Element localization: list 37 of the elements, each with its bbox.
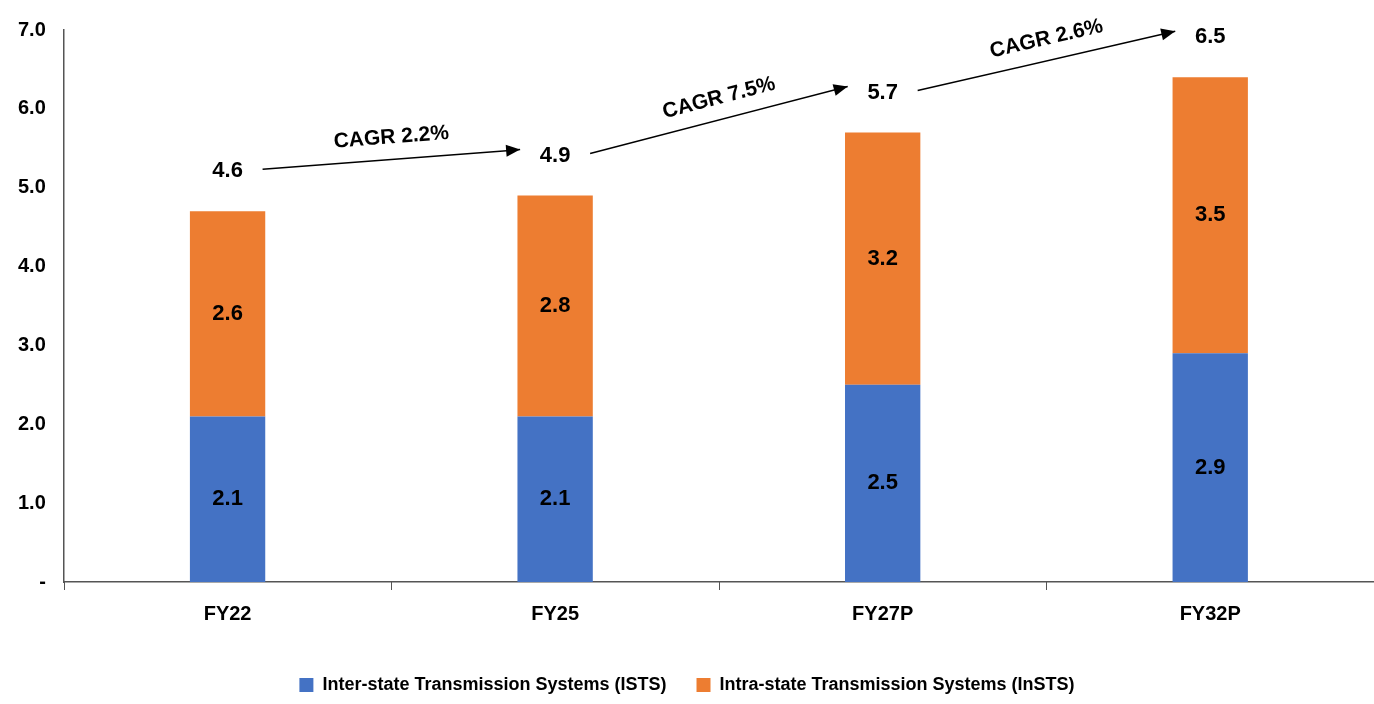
x-tick-label: FY25 [531, 601, 580, 624]
total-label: 5.7 [867, 78, 898, 104]
total-label: 6.5 [1194, 23, 1226, 49]
legend-label: Inter-state Transmission Systems (ISTS) [322, 673, 667, 694]
x-tick-label: FY32P [1179, 601, 1241, 624]
annotation: CAGR 2.6% [987, 13, 1106, 62]
y-tick-label: 5.0 [17, 175, 46, 198]
annotation: CAGR 2.2% [332, 119, 450, 152]
data-label: 2.1 [539, 485, 571, 511]
x-tick-label: FY22 [203, 601, 252, 624]
annotation: CAGR 7.5% [659, 70, 778, 123]
y-tick-label: - [39, 569, 46, 592]
bar [189, 416, 266, 582]
y-tick-label: 6.0 [17, 96, 46, 119]
bar [517, 416, 593, 582]
y-tick-label: 2.0 [17, 411, 46, 434]
bar [845, 384, 921, 582]
data-label: 2.8 [539, 292, 571, 318]
data-label: 2.5 [867, 469, 898, 495]
bar [517, 195, 593, 417]
total-label: 4.6 [212, 157, 243, 183]
bar [1172, 77, 1248, 354]
total-label: 4.9 [539, 141, 571, 167]
bar [1172, 353, 1248, 582]
x-tick-label: FY27P [852, 601, 914, 624]
y-tick-label: 7.0 [17, 17, 46, 40]
data-label: 3.5 [1194, 201, 1226, 227]
y-tick-label: 1.0 [17, 490, 46, 513]
data-label: 3.2 [867, 244, 898, 270]
bar [845, 132, 921, 385]
legend-label: Intra-state Transmission Systems (InSTS) [719, 673, 1075, 694]
bar [189, 211, 266, 417]
y-tick-label: 4.0 [17, 254, 46, 277]
y-tick-label: 3.0 [17, 332, 46, 355]
data-label: 2.1 [212, 485, 243, 511]
data-label: 2.9 [1194, 453, 1226, 479]
data-label: 2.6 [212, 299, 243, 325]
